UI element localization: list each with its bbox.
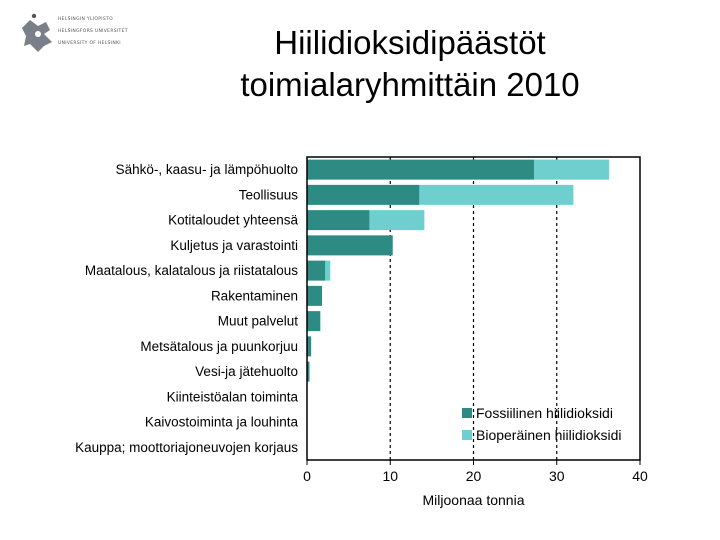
x-tick-label: 40 [632, 468, 648, 484]
page-title: Hiilidioksidipäästöt toimialaryhmittäin … [140, 22, 680, 106]
bar-fossil [307, 260, 326, 281]
logo-line-3: UNIVERSITY OF HELSINKI [58, 41, 121, 46]
category-label: Kaivostoiminta ja louhinta [145, 415, 299, 430]
category-label: Sähkö-, kaasu- ja lämpöhuolto [116, 162, 298, 177]
logo-line-1: HELSINGIN YLIOPISTO [58, 17, 113, 22]
university-logo: HELSINGIN YLIOPISTO HELSINGFORS UNIVERSI… [20, 12, 132, 56]
x-tick-label: 10 [382, 468, 398, 484]
helsinki-seal-icon [22, 13, 52, 52]
x-tick-label: 30 [549, 468, 565, 484]
bar-fossil [307, 159, 535, 180]
category-label: Teollisuus [239, 187, 299, 202]
x-tick-label: 0 [303, 468, 311, 484]
logo-line-2: HELSINGFORS UNIVERSITET [58, 29, 128, 34]
title-line-1: Hiilidioksidipäästöt [274, 24, 546, 61]
x-tick-label: 20 [466, 468, 482, 484]
bar-bio [419, 184, 574, 205]
bar-bio [325, 260, 331, 281]
legend-label: Bioperäinen hiilidioksidi [476, 427, 622, 443]
x-axis-label: Miljoonaa tonnia [423, 492, 525, 508]
title-line-2: toimialaryhmittäin 2010 [240, 66, 580, 103]
bar-fossil [307, 311, 321, 332]
bar-fossil [307, 361, 310, 382]
category-label: Maatalous, kalatalous ja riistatalous [85, 263, 298, 278]
bar-bio [534, 159, 610, 180]
category-label: Vesi-ja jätehuolto [195, 364, 298, 379]
bar-fossil [307, 285, 322, 306]
category-label: Kiinteistöalan toiminta [167, 389, 299, 404]
legend-label: Fossiilinen hiilidioksidi [476, 405, 613, 421]
category-label: Metsätalous ja puunkorjuu [140, 339, 298, 354]
legend-swatch [462, 430, 472, 440]
category-label: Kotitaloudet yhteensä [168, 213, 298, 228]
bar-fossil [307, 336, 312, 357]
category-label: Muut palvelut [218, 314, 299, 329]
legend-swatch [462, 408, 472, 418]
category-label: Kauppa; moottoriajoneuvojen korjaus [75, 440, 298, 455]
bar-bio [369, 210, 425, 231]
bar-fossil [307, 235, 393, 256]
category-label: Kuljetus ja varastointi [170, 238, 298, 253]
bar-fossil [307, 210, 370, 231]
bar-fossil [307, 184, 420, 205]
category-label: Rakentaminen [211, 288, 298, 303]
